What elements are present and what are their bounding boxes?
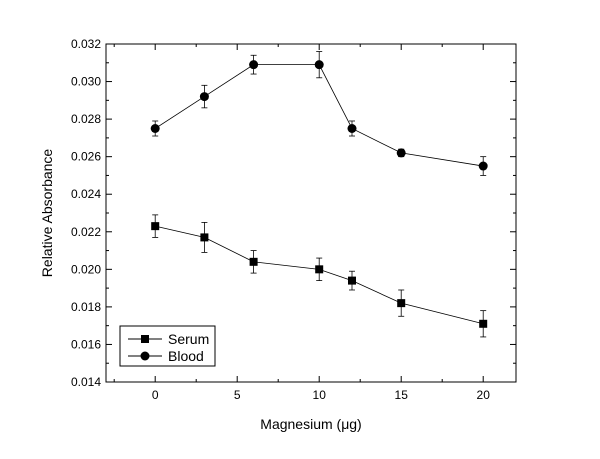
serum-point	[315, 265, 324, 274]
y-tick-label: 0.030	[71, 75, 101, 89]
serum-point	[479, 319, 488, 328]
blood-point	[199, 92, 209, 102]
blood-point	[314, 60, 324, 70]
legend-box	[119, 325, 216, 367]
y-tick-label: 0.028	[71, 112, 101, 126]
serum-point	[151, 222, 160, 231]
x-tick-label: 5	[234, 388, 241, 402]
x-tick-label: 0	[152, 388, 159, 402]
blood-point	[249, 60, 259, 70]
serum-point	[200, 233, 209, 242]
serum-point	[397, 299, 406, 308]
serum-series	[151, 214, 488, 338]
y-tick-label: 0.032	[71, 37, 101, 51]
legend-blood-marker	[140, 351, 150, 361]
legend-serum-label: Serum	[168, 331, 209, 347]
ticks: 0 5 10 15 20 0.014 0.016 0.018 0.020 0.022 0.024 0.…	[71, 37, 516, 402]
x-axis-title: Magnesium (μg)	[260, 416, 361, 432]
y-tick-label: 0.024	[71, 187, 101, 201]
y-axis-title: Relative Absorbance	[39, 149, 55, 278]
blood-point	[396, 148, 406, 158]
blood-point	[478, 161, 488, 171]
y-tick-label: 0.018	[71, 300, 101, 314]
y-tick-label: 0.016	[71, 337, 101, 351]
x-tick-label: 20	[477, 388, 491, 402]
blood-point	[347, 124, 357, 133]
x-tick-label: 15	[395, 388, 409, 402]
serum-point	[348, 276, 356, 285]
x-tick-label: 10	[313, 388, 327, 402]
serum-point	[249, 257, 258, 266]
legend: Serum Blood	[119, 325, 216, 367]
y-tick-label: 0.026	[71, 150, 101, 164]
y-tick-label: 0.014	[71, 375, 101, 389]
blood-series	[150, 51, 488, 176]
blood-line	[154, 64, 484, 167]
legend-blood-label: Blood	[168, 348, 204, 364]
blood-point	[150, 124, 160, 133]
legend-serum-marker	[141, 335, 149, 343]
series-group	[150, 51, 488, 338]
y-tick-label: 0.022	[71, 225, 101, 239]
y-tick-label: 0.020	[71, 262, 101, 276]
